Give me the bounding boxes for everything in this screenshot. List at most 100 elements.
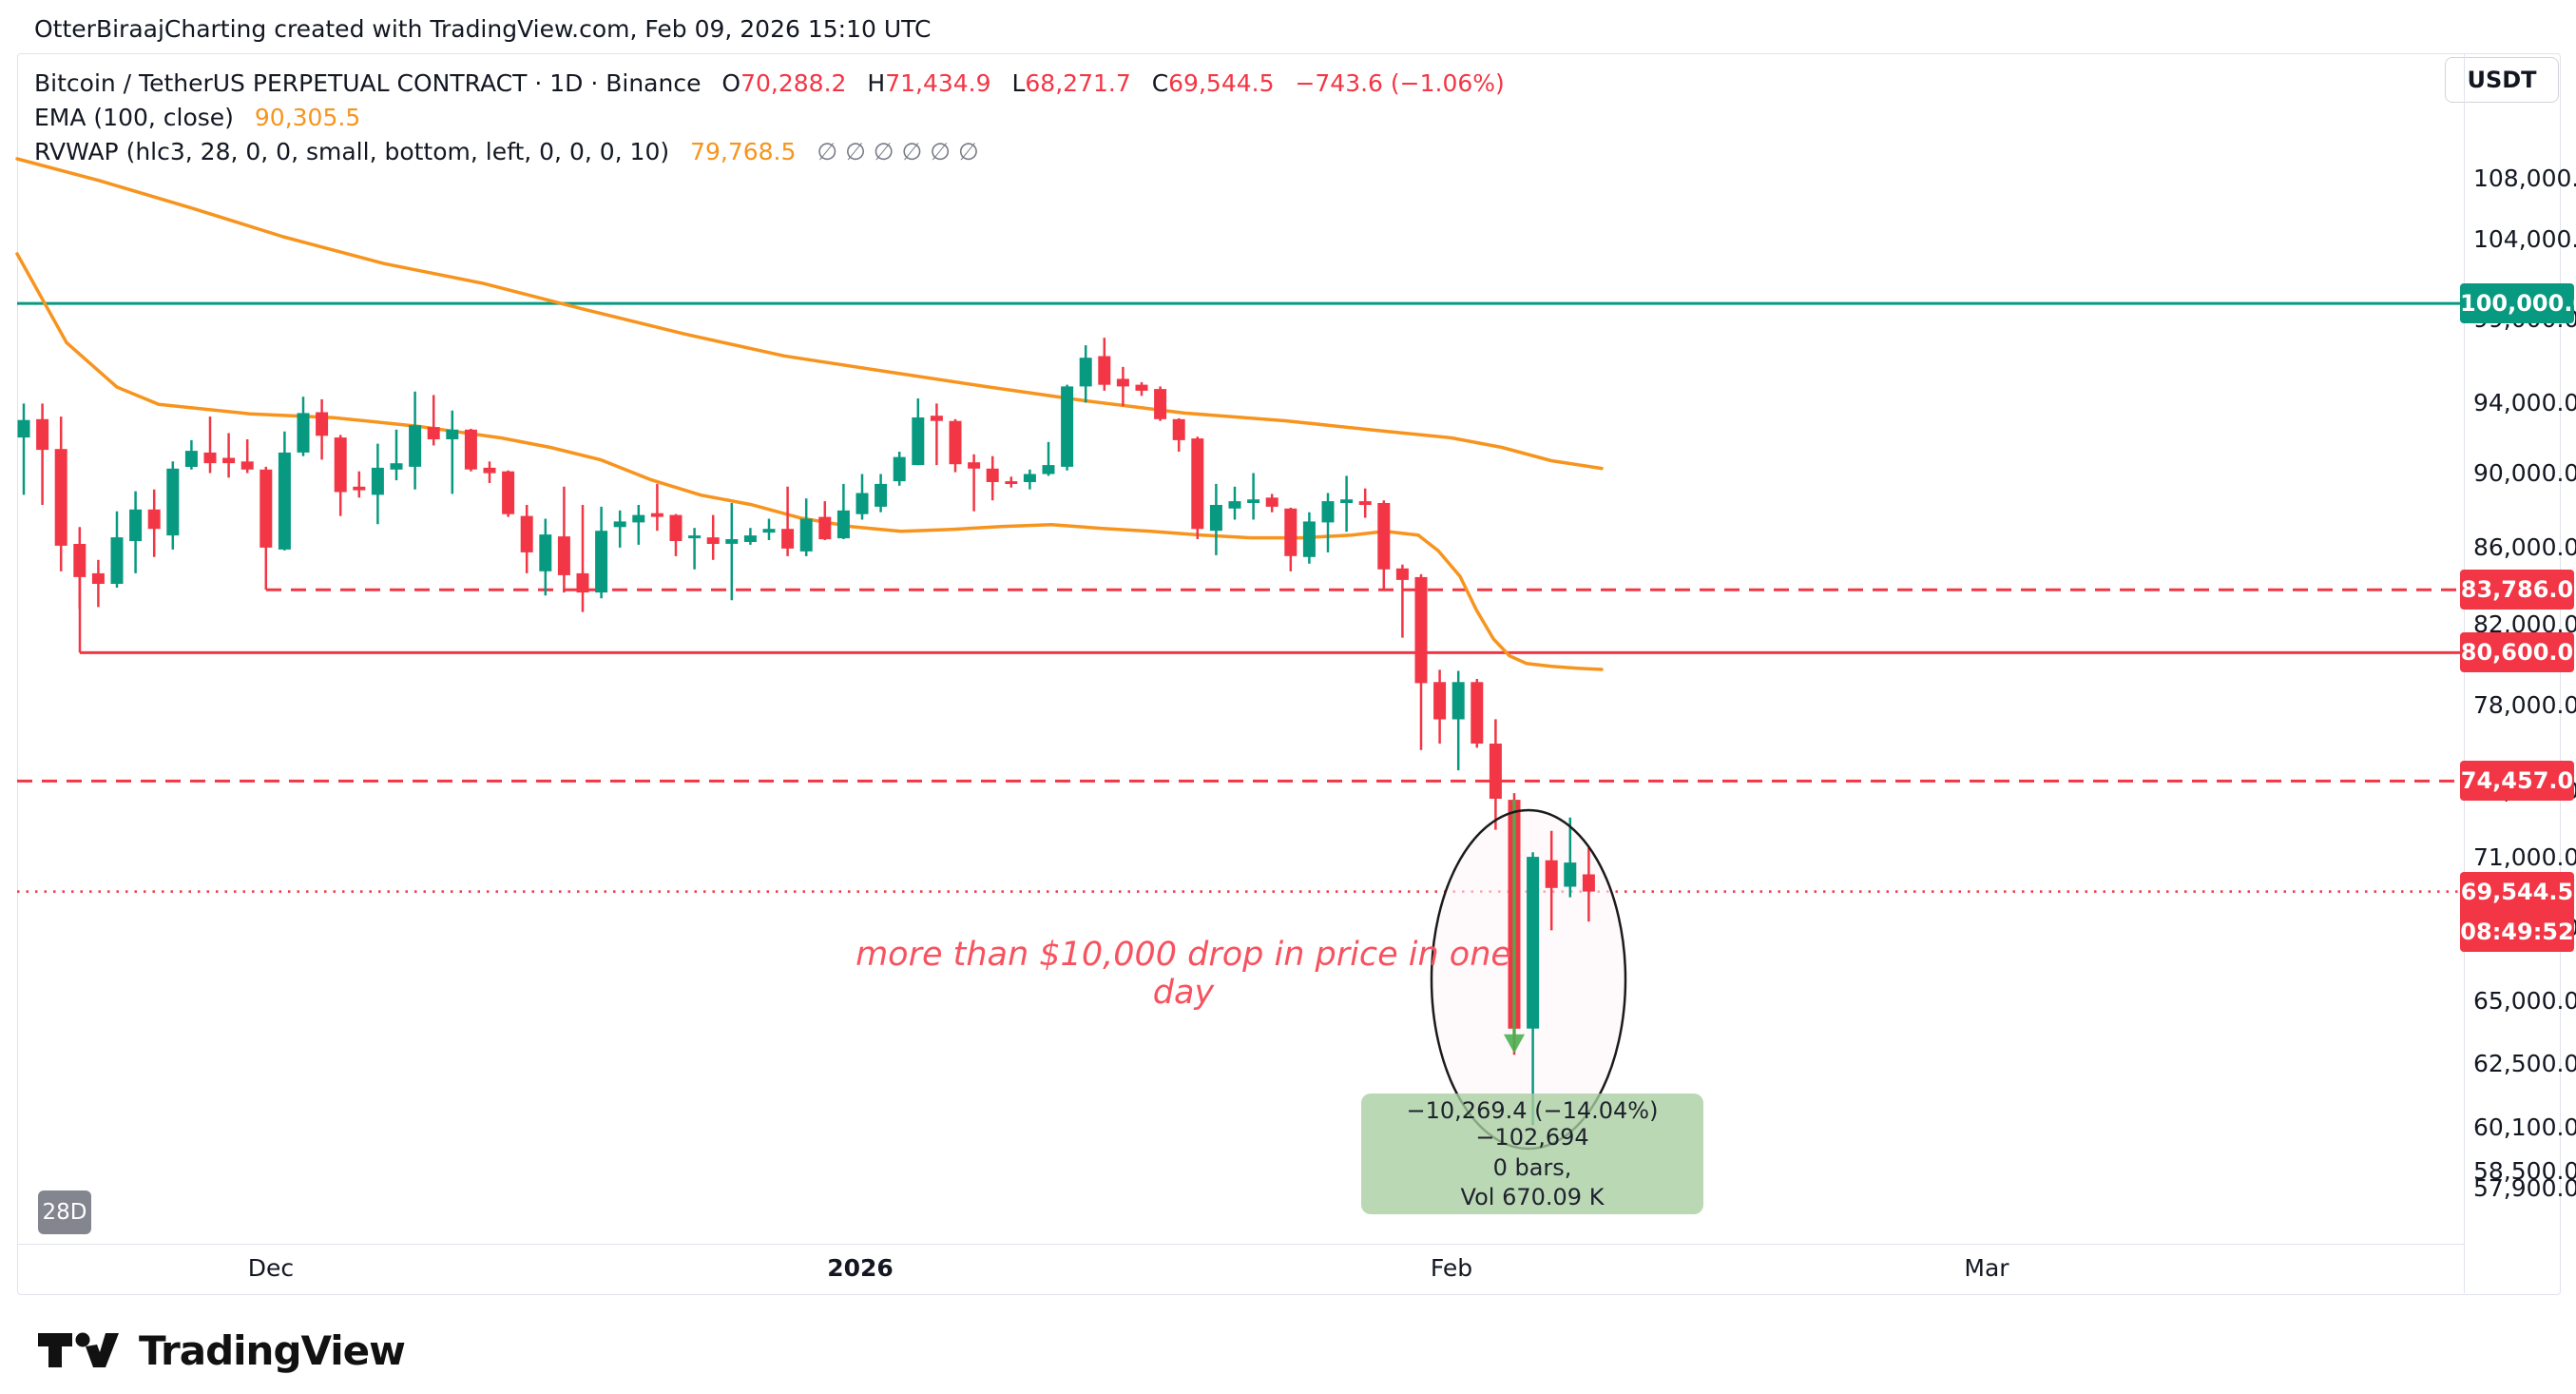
candle[interactable]: [1116, 366, 1129, 407]
candle[interactable]: [278, 431, 291, 551]
candle[interactable]: [1302, 512, 1316, 564]
candle[interactable]: [371, 443, 384, 525]
candle[interactable]: [1042, 441, 1055, 476]
candle[interactable]: [1265, 494, 1278, 513]
candle[interactable]: [446, 410, 459, 494]
candle[interactable]: [129, 491, 143, 573]
candle[interactable]: [1358, 488, 1372, 518]
candle[interactable]: [875, 474, 888, 513]
candle[interactable]: [781, 486, 795, 556]
candle[interactable]: [1395, 564, 1409, 638]
candle[interactable]: [1414, 573, 1428, 750]
candle[interactable]: [557, 486, 570, 593]
candle[interactable]: [762, 518, 776, 541]
candle[interactable]: [1098, 338, 1111, 391]
candle[interactable]: [669, 513, 682, 556]
candle[interactable]: [632, 505, 645, 545]
time-axis[interactable]: Dec 2026 Feb Mar: [17, 1244, 2464, 1294]
tradingview-logo[interactable]: TradingView: [38, 1324, 406, 1377]
candle[interactable]: [613, 510, 626, 548]
rvwap-name[interactable]: RVWAP (hlc3, 28, 0, 0, small, bottom, le…: [34, 138, 670, 165]
candle[interactable]: [1079, 345, 1092, 403]
candle[interactable]: [464, 428, 477, 472]
candle[interactable]: [1228, 486, 1241, 520]
candle[interactable]: [297, 397, 310, 456]
candle[interactable]: [818, 501, 832, 540]
candle[interactable]: [1005, 476, 1018, 488]
candle[interactable]: [184, 439, 198, 470]
candle[interactable]: [203, 416, 217, 474]
candle[interactable]: [855, 474, 869, 520]
candle[interactable]: [54, 416, 67, 571]
candle[interactable]: [427, 395, 440, 446]
candle[interactable]: [390, 429, 403, 481]
candle[interactable]: [1564, 817, 1577, 898]
candle[interactable]: [576, 505, 589, 612]
candle[interactable]: [1340, 475, 1354, 532]
candle[interactable]: [1527, 852, 1540, 1126]
candle[interactable]: [1489, 719, 1502, 830]
candle[interactable]: [539, 518, 552, 596]
candle[interactable]: [222, 433, 236, 478]
candle[interactable]: [688, 528, 702, 570]
candle[interactable]: [743, 528, 757, 545]
candle[interactable]: [1061, 384, 1074, 471]
candle[interactable]: [260, 466, 273, 591]
candle[interactable]: [595, 506, 608, 599]
candle[interactable]: [1582, 847, 1595, 922]
symbol-title[interactable]: Bitcoin / TetherUS PERPETUAL CONTRACT · …: [34, 69, 702, 97]
candle[interactable]: [893, 452, 906, 486]
candle[interactable]: [1545, 830, 1558, 931]
candle[interactable]: [1247, 473, 1260, 520]
candle[interactable]: [91, 559, 105, 608]
interval-badge[interactable]: 28D: [38, 1191, 91, 1234]
ema-legend-row[interactable]: EMA (100, close) 90,305.5: [34, 101, 1505, 135]
symbol-legend-row[interactable]: Bitcoin / TetherUS PERPETUAL CONTRACT · …: [34, 67, 1505, 101]
candle[interactable]: [36, 403, 49, 505]
candle[interactable]: [968, 454, 981, 512]
candle[interactable]: [17, 403, 30, 495]
candle[interactable]: [316, 398, 329, 460]
candle[interactable]: [949, 418, 962, 473]
candle[interactable]: [73, 527, 87, 610]
candle[interactable]: [502, 470, 515, 517]
candle[interactable]: [1377, 500, 1391, 591]
candle[interactable]: [836, 483, 850, 539]
candle[interactable]: [240, 439, 254, 474]
candle[interactable]: [986, 455, 999, 501]
candle[interactable]: [409, 391, 422, 490]
candle[interactable]: [650, 483, 663, 532]
candle[interactable]: [1451, 670, 1465, 771]
rvwap-legend-row[interactable]: RVWAP (hlc3, 28, 0, 0, small, bottom, le…: [34, 135, 1505, 169]
countdown-timer: 08:49:52: [2460, 918, 2574, 945]
candle[interactable]: [1471, 679, 1484, 748]
candle[interactable]: [1284, 507, 1298, 571]
candle[interactable]: [147, 489, 161, 557]
currency-toggle-button[interactable]: USDT: [2445, 57, 2559, 103]
candle[interactable]: [353, 471, 366, 498]
drawing-annotation-text[interactable]: more than $10,000 drop in price in one d…: [855, 936, 1511, 1012]
candle[interactable]: [706, 514, 720, 560]
candle[interactable]: [334, 435, 347, 516]
candle[interactable]: [483, 461, 496, 483]
candle[interactable]: [1191, 436, 1204, 539]
price-level-badge: 83,786.0: [2460, 570, 2574, 610]
candle[interactable]: [912, 398, 925, 466]
rvwap-line[interactable]: [15, 252, 1604, 671]
candle[interactable]: [725, 503, 739, 601]
candle[interactable]: [1209, 483, 1222, 555]
candle[interactable]: [110, 511, 124, 588]
candle[interactable]: [1154, 386, 1167, 421]
ema-name[interactable]: EMA (100, close): [34, 104, 234, 131]
candle[interactable]: [166, 461, 180, 550]
candle[interactable]: [1135, 381, 1148, 397]
candle[interactable]: [930, 403, 943, 466]
candle[interactable]: [1433, 669, 1447, 744]
candle[interactable]: [799, 498, 813, 556]
candle[interactable]: [520, 505, 533, 573]
candle[interactable]: [1023, 469, 1036, 490]
ema-line[interactable]: [15, 157, 1604, 471]
candle[interactable]: [1172, 417, 1185, 452]
candle[interactable]: [1321, 493, 1335, 552]
